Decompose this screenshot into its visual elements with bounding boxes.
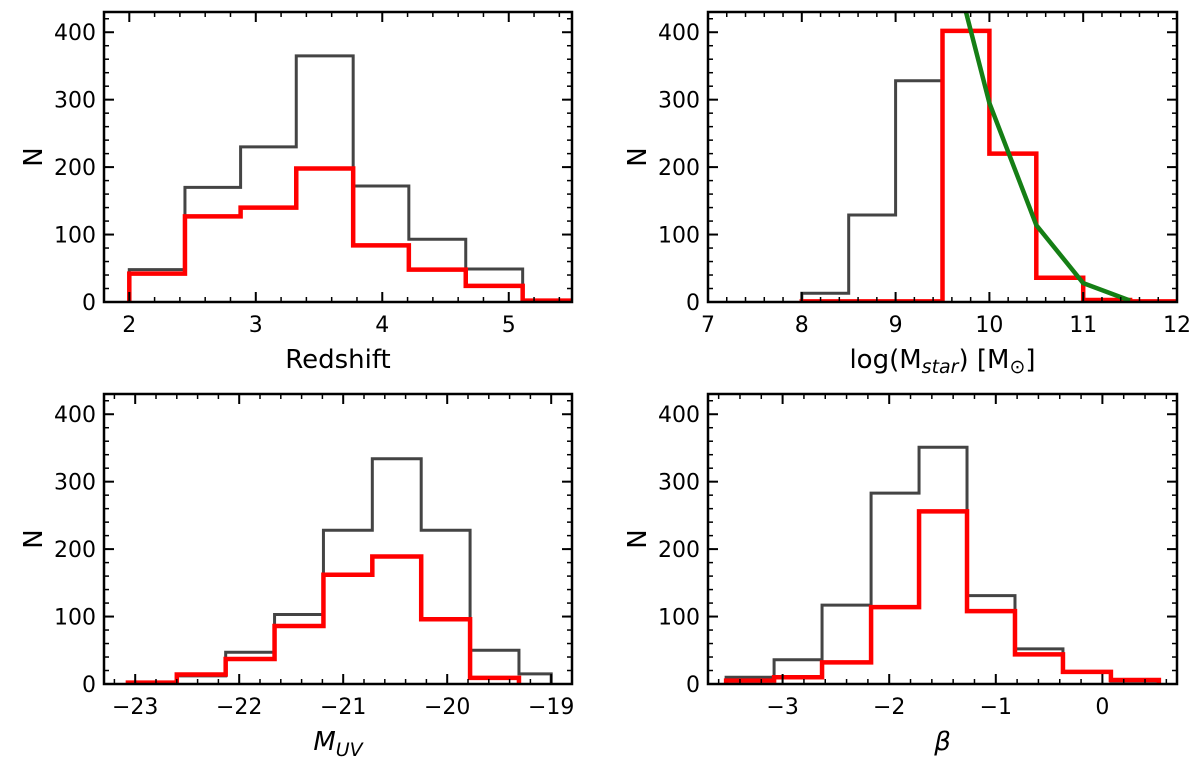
y-tick-label: 200 <box>658 156 700 181</box>
y-tick-label: 300 <box>658 89 700 114</box>
y-tick-label: 200 <box>54 538 96 563</box>
y-tick-label: 0 <box>82 291 96 316</box>
x-tick-label: 5 <box>502 313 516 338</box>
x-axis-label: log(Mstar) [M⊙] <box>849 345 1035 378</box>
panel-muv: −23 −22 −21 −20 −19 0 100 200 300 400 N MUV <box>19 392 574 758</box>
subsample-histogram-beta <box>723 509 1162 684</box>
x-tick-label: −1 <box>980 695 1012 720</box>
x-tick-label: 10 <box>975 313 1003 338</box>
y-tick-label: 300 <box>54 89 96 114</box>
subsample-histogram-muv <box>125 554 522 684</box>
x-tick-label: −20 <box>424 695 470 720</box>
axes-frame <box>706 10 1179 304</box>
y-tick-label: 100 <box>658 224 700 249</box>
x-tick-label: −21 <box>320 695 366 720</box>
mass-function-curve <box>963 12 1131 302</box>
y-axis-label: N <box>623 147 653 166</box>
x-axis-label: Redshift <box>285 345 391 375</box>
y-tick-label: 400 <box>658 403 700 428</box>
y-tick-label: 400 <box>54 21 96 46</box>
y-tick-label: 0 <box>686 673 700 698</box>
y-tick-label: 100 <box>54 224 96 249</box>
x-tick-label: −3 <box>766 695 798 720</box>
x-tick-label: −19 <box>528 695 574 720</box>
x-axis-label: MUV <box>313 727 364 758</box>
y-tick-label: 300 <box>54 471 96 496</box>
full-sample-histogram-beta <box>724 445 1161 684</box>
panel-beta: −3 −2 −1 0 0 100 200 300 400 Nβ <box>623 392 1179 757</box>
subsample-histogram-redshift <box>127 166 572 302</box>
panel-redshift: 2 3 4 5 0 100 200 300 400 N Redshift <box>19 10 574 375</box>
y-tick-label: 0 <box>686 291 700 316</box>
y-axis-label: N <box>623 529 653 548</box>
axes-frame <box>102 10 574 304</box>
x-tick-label: 4 <box>375 313 389 338</box>
x-tick-label: 8 <box>795 313 809 338</box>
y-tick-label: 200 <box>54 156 96 181</box>
x-tick-label: −2 <box>873 695 905 720</box>
full-sample-histogram-mass <box>800 79 944 302</box>
x-tick-label: 3 <box>249 313 263 338</box>
x-tick-label: 9 <box>889 313 903 338</box>
subsample-histogram-mass <box>799 28 1177 302</box>
y-tick-label: 200 <box>658 538 700 563</box>
y-tick-label: 100 <box>658 606 700 631</box>
x-tick-label: −22 <box>216 695 262 720</box>
y-tick-label: 0 <box>82 673 96 698</box>
full-sample-histogram-muv <box>127 457 553 684</box>
x-tick-label: 12 <box>1163 313 1191 338</box>
y-tick-label: 100 <box>54 606 96 631</box>
x-tick-label: 7 <box>701 313 715 338</box>
x-tick-label: 11 <box>1069 313 1097 338</box>
full-sample-histogram-redshift <box>127 54 525 302</box>
y-tick-label: 300 <box>658 471 700 496</box>
y-tick-label: 400 <box>658 21 700 46</box>
y-axis-label: N <box>19 529 49 548</box>
y-tick-label: 400 <box>54 403 96 428</box>
x-axis-label: β <box>933 727 951 757</box>
x-tick-label: 0 <box>1095 695 1109 720</box>
y-axis-label: N <box>19 147 49 166</box>
x-tick-label: 2 <box>122 313 136 338</box>
axes-frame <box>706 392 1179 686</box>
axes-frame <box>102 392 574 686</box>
x-tick-label: −23 <box>112 695 158 720</box>
